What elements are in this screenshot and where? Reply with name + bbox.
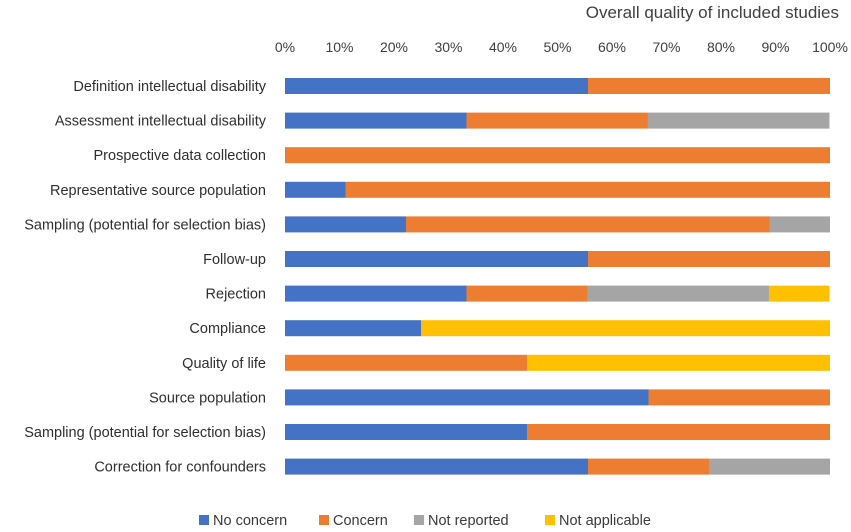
x-tick-label: 80% <box>707 39 735 55</box>
bar-segment <box>648 389 830 406</box>
bar-segment <box>345 181 830 198</box>
bar-segment <box>285 424 527 440</box>
bar-segment <box>285 78 589 94</box>
bar-segment <box>526 424 830 440</box>
x-tick-label: 60% <box>598 39 626 55</box>
bar-segment <box>588 251 830 267</box>
bar-segment <box>285 147 830 164</box>
legend-label: Not reported <box>428 513 509 529</box>
category-label: Assessment intellectual disability <box>55 114 267 130</box>
bar-segment <box>285 458 589 475</box>
bar-segment <box>466 112 648 129</box>
legend-label: Not applicable <box>559 513 651 529</box>
legend-label: No concern <box>213 513 287 529</box>
x-axis-ticks: 0% 10% 20% 30% 40% 50% 60% 70% 80% 90% 100% <box>275 39 848 55</box>
bar-segment <box>647 112 830 129</box>
bar-segment <box>285 251 589 267</box>
legend-swatch <box>414 515 424 525</box>
category-label: Sampling (potential for selection bias) <box>24 217 266 233</box>
x-tick-label: 0% <box>275 39 295 55</box>
category-label: Rejection <box>206 287 266 303</box>
x-tick-label: 20% <box>380 39 408 55</box>
x-tick-label: 70% <box>652 39 680 55</box>
legend-swatch <box>319 515 329 525</box>
x-tick-label: 100% <box>812 39 848 55</box>
bar-segment <box>285 216 406 233</box>
bar-segment <box>285 181 346 198</box>
legend-swatch <box>545 515 555 525</box>
bar-segment <box>285 354 527 371</box>
bar-segment <box>768 285 830 302</box>
category-labels: Definition intellectual disability Assess… <box>24 79 267 476</box>
category-label: Follow-up <box>203 252 266 268</box>
bar-segment <box>588 78 830 94</box>
category-label: Prospective data collection <box>94 148 267 164</box>
bar-segment <box>769 216 830 233</box>
category-label: Sampling (potential for selection bias) <box>24 425 266 441</box>
x-tick-label: 30% <box>434 39 462 55</box>
x-tick-label: 40% <box>489 39 517 55</box>
bar-segment <box>588 458 710 475</box>
category-label: Quality of life <box>182 356 266 372</box>
bar-segment <box>526 354 830 371</box>
bar-segment <box>285 112 467 129</box>
legend-label: Concern <box>333 513 388 529</box>
category-label: Representative source population <box>50 183 266 199</box>
bar-segment <box>285 320 422 337</box>
x-tick-label: 10% <box>325 39 353 55</box>
legend: No concern Concern Not reported Not applica… <box>199 513 651 529</box>
bar-segment <box>405 216 770 233</box>
chart-title: Overall quality of included studies <box>586 3 839 22</box>
bar-segment <box>285 285 467 302</box>
category-label: Correction for confounders <box>94 460 266 476</box>
bar-segment <box>587 285 769 302</box>
category-label: Definition intellectual disability <box>73 79 266 95</box>
category-label: Compliance <box>189 321 266 337</box>
x-tick-label: 50% <box>543 39 571 55</box>
bar-segment <box>421 320 830 337</box>
legend-swatch <box>199 515 209 525</box>
bars <box>285 78 830 475</box>
bar-segment <box>285 389 649 406</box>
bar-segment <box>466 285 588 302</box>
category-label: Source population <box>149 390 266 406</box>
bar-segment <box>709 458 830 475</box>
x-tick-label: 90% <box>761 39 789 55</box>
